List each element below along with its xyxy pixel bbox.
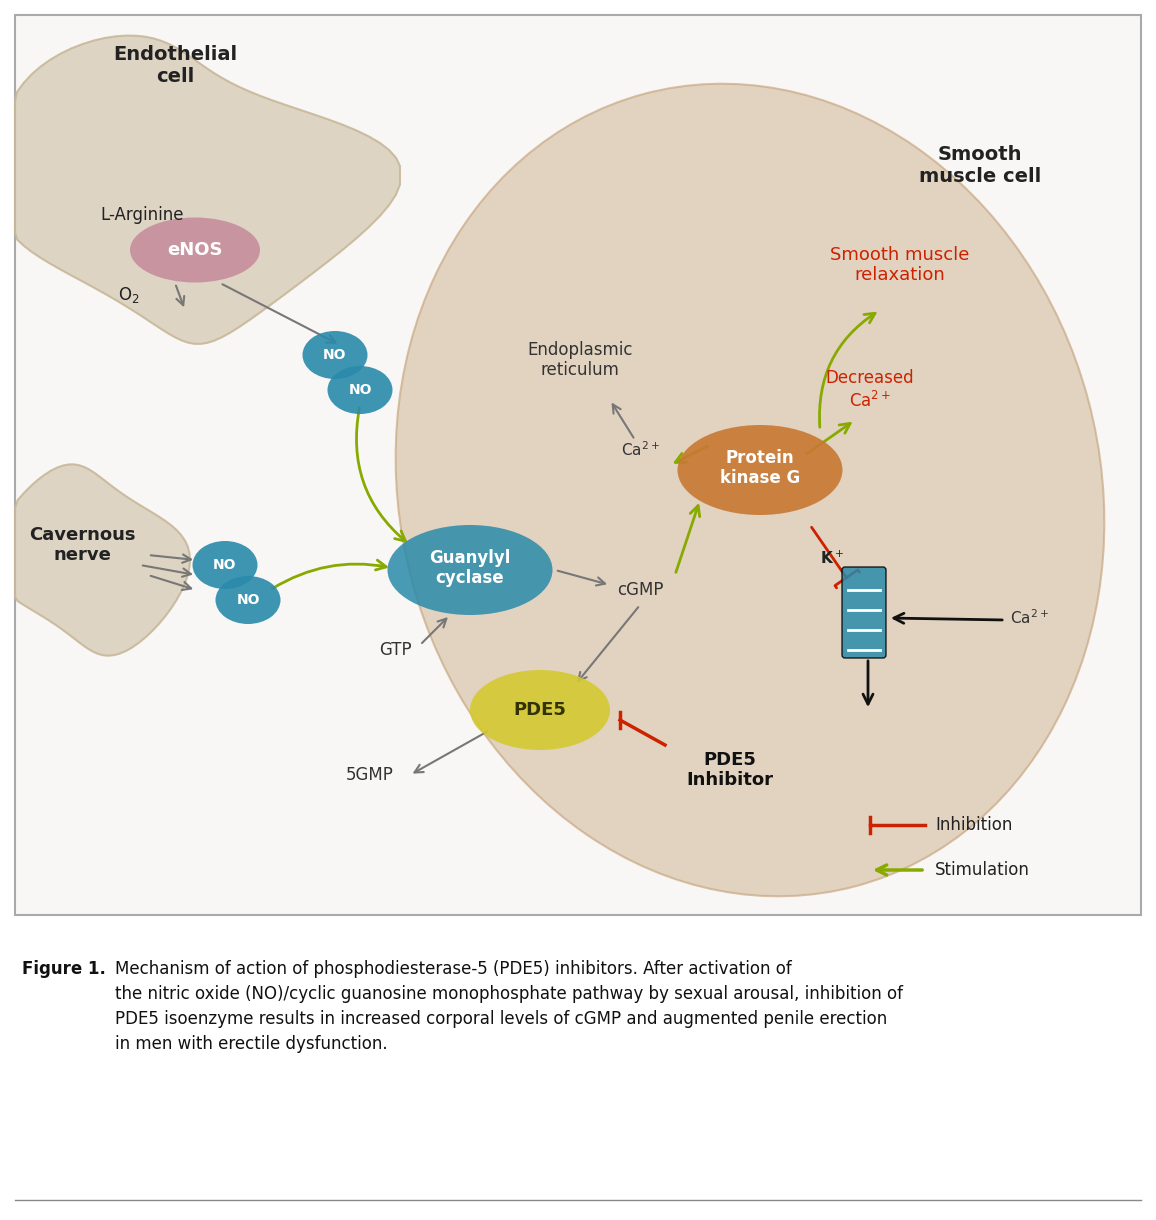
Text: Protein
kinase G: Protein kinase G: [720, 449, 800, 488]
Text: NO: NO: [213, 558, 237, 572]
Text: NO: NO: [236, 593, 260, 608]
Text: Endothelial
cell: Endothelial cell: [113, 44, 237, 85]
Text: PDE5: PDE5: [513, 702, 566, 719]
Polygon shape: [15, 465, 190, 655]
Text: GTP: GTP: [379, 640, 412, 659]
Ellipse shape: [129, 217, 260, 283]
Polygon shape: [15, 35, 400, 344]
Text: eNOS: eNOS: [168, 242, 223, 259]
Text: K$^+$: K$^+$: [820, 549, 844, 566]
FancyBboxPatch shape: [15, 15, 1141, 915]
Ellipse shape: [327, 366, 393, 414]
Text: Stimulation: Stimulation: [935, 861, 1030, 878]
Text: Inhibition: Inhibition: [935, 816, 1013, 834]
Ellipse shape: [193, 540, 258, 589]
Text: PDE5
Inhibitor: PDE5 Inhibitor: [687, 750, 773, 789]
Text: NO: NO: [348, 383, 372, 396]
Text: Cavernous
nerve: Cavernous nerve: [29, 526, 135, 565]
Ellipse shape: [677, 425, 843, 515]
Ellipse shape: [470, 670, 610, 750]
Text: L-Arginine: L-Arginine: [101, 206, 184, 224]
Text: Mechanism of action of phosphodiesterase-5 (PDE5) inhibitors. After activation o: Mechanism of action of phosphodiesterase…: [114, 960, 903, 1053]
Text: cGMP: cGMP: [617, 581, 664, 599]
Text: Smooth
muscle cell: Smooth muscle cell: [919, 144, 1042, 185]
Ellipse shape: [215, 576, 281, 623]
Ellipse shape: [303, 331, 368, 379]
Text: Endoplasmic
reticulum: Endoplasmic reticulum: [527, 340, 632, 379]
Text: Figure 1.: Figure 1.: [22, 960, 106, 978]
Text: NO: NO: [324, 348, 347, 362]
Text: Ca$^{2+}$: Ca$^{2+}$: [621, 440, 659, 460]
Text: 5GMP: 5GMP: [346, 766, 394, 784]
Text: O$_2$: O$_2$: [118, 285, 140, 305]
Ellipse shape: [395, 84, 1104, 897]
Text: Guanylyl
cyclase: Guanylyl cyclase: [429, 549, 511, 587]
FancyBboxPatch shape: [842, 567, 885, 658]
Text: Smooth muscle
relaxation: Smooth muscle relaxation: [830, 245, 970, 284]
Text: Ca$^{2+}$: Ca$^{2+}$: [1010, 609, 1048, 627]
Text: Decreased
Ca$^{2+}$: Decreased Ca$^{2+}$: [825, 370, 914, 411]
Ellipse shape: [387, 525, 553, 615]
